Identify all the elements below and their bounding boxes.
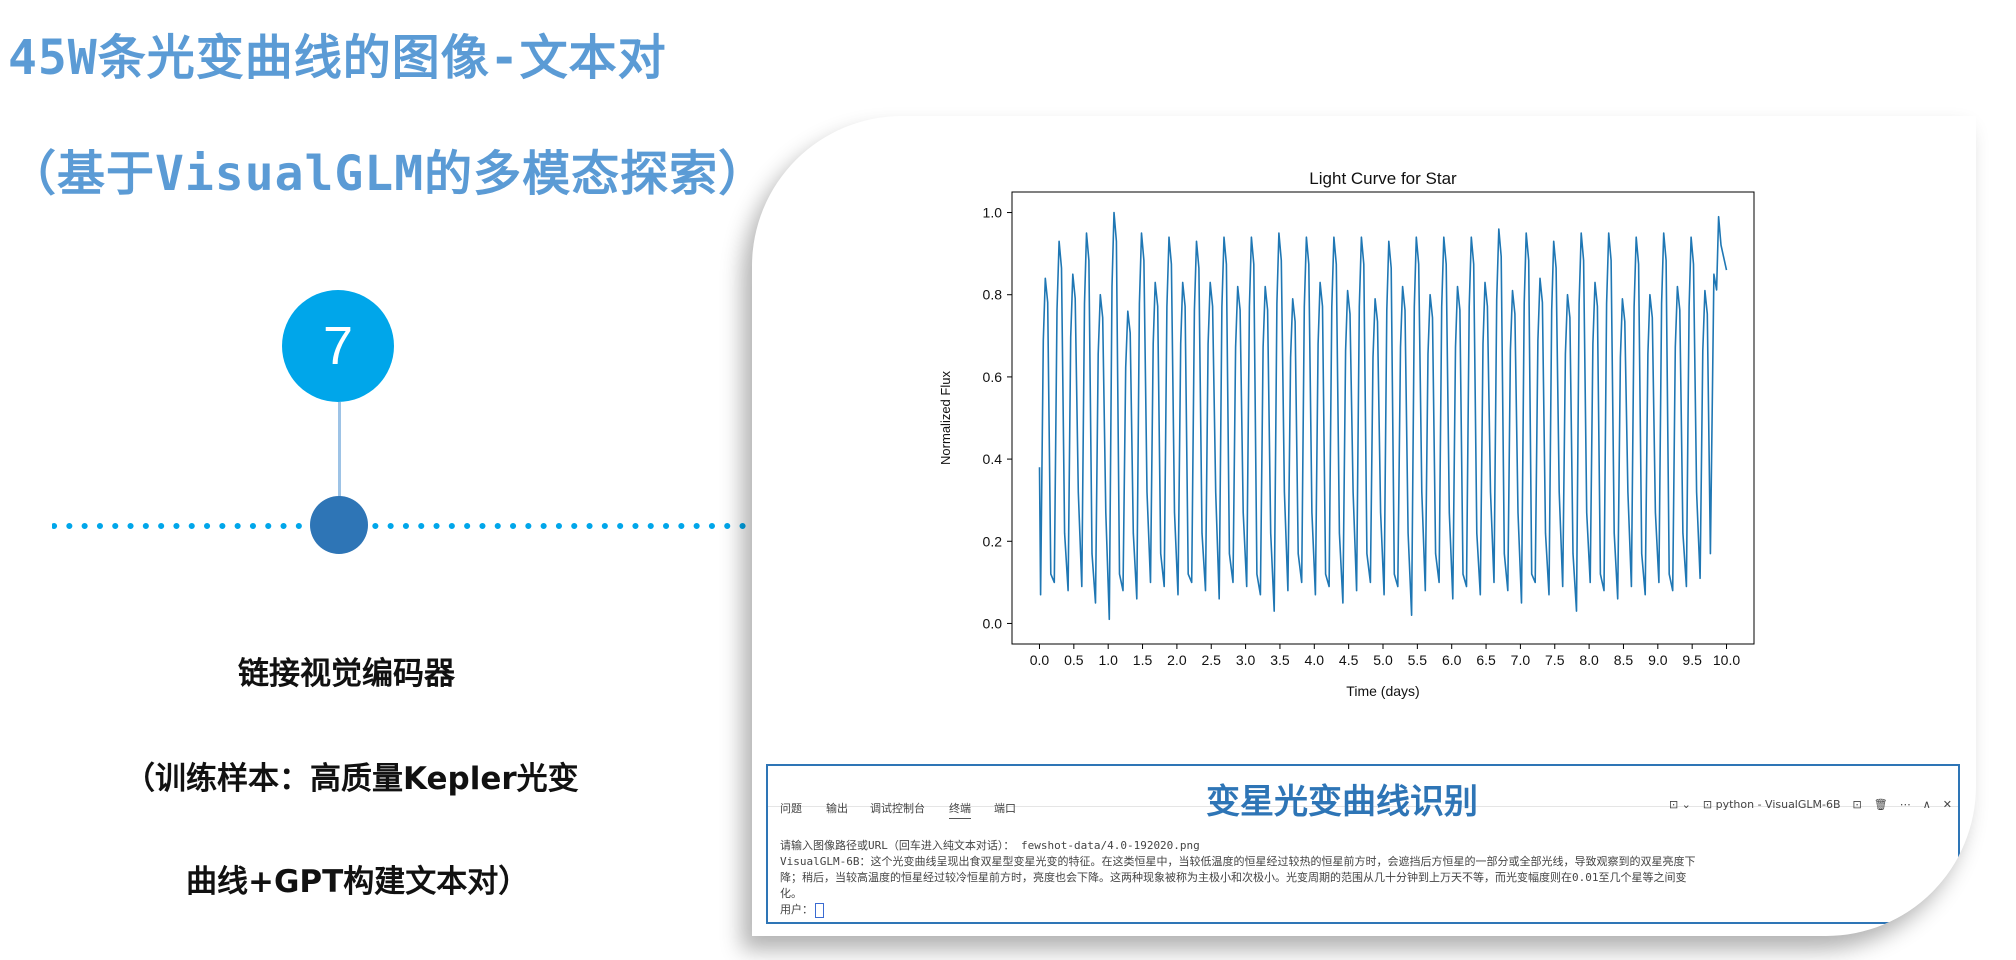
screenshot-panel: Light Curve for Star Time (days) Normalize…: [752, 116, 1976, 936]
y-tick-label: 0.6: [983, 369, 1003, 385]
x-tick-label: 8.5: [1614, 652, 1634, 668]
x-tick-label: 4.5: [1339, 652, 1359, 668]
y-tick-label: 0.8: [983, 287, 1003, 303]
x-tick-label: 5.5: [1408, 652, 1428, 668]
y-axis-label: Normalized Flux: [938, 371, 953, 465]
x-tick-label: 4.0: [1305, 652, 1325, 668]
x-tick-label: 2.5: [1202, 652, 1222, 668]
terminal-instance-label[interactable]: ⊡ python - VisualGLM-6B: [1702, 798, 1841, 811]
step-label: 链接视觉编码器: [238, 656, 455, 692]
tab-problems[interactable]: 问题: [780, 802, 802, 815]
x-tick-label: 9.5: [1682, 652, 1702, 668]
x-tick-label: 3.0: [1236, 652, 1256, 668]
step-note-line1: （训练样本：高质量Kepler光变: [124, 761, 579, 797]
tab-terminal[interactable]: 终端: [949, 800, 971, 819]
more-icon[interactable]: ⋯: [1899, 798, 1911, 811]
x-tick-label: 6.5: [1476, 652, 1496, 668]
split-terminal-button[interactable]: ⊡ ⌄: [1668, 798, 1691, 811]
timeline-node: [310, 496, 368, 554]
terminal-panel: 问题 输出 调试控制台 终端 端口 变星光变曲线识别 ⊡ ⌄ ⊡ python …: [766, 764, 1960, 924]
tab-output[interactable]: 输出: [826, 802, 848, 815]
terminal-prompt: 用户：: [780, 903, 813, 916]
terminal-line: VisualGLM-6B：这个光变曲线呈现出食双星型变星光变的特征。在这类恒星中…: [780, 855, 1696, 868]
terminal-line: 请输入图像路径或URL（回车进入纯文本对话）： fewshot-data/4.0…: [780, 839, 1200, 852]
step-number: 7: [322, 316, 354, 376]
terminal-line: 降；稍后，当较高温度的恒星经过较冷恒星前方时，亮度也会下降。这两种现象被称为主极…: [780, 871, 1687, 884]
y-tick-label: 0.2: [983, 533, 1003, 549]
page-subtitle: （基于VisualGLM的多模态探索）: [8, 146, 768, 202]
step-number-badge: 7: [282, 290, 394, 402]
x-tick-label: 0.0: [1030, 652, 1050, 668]
chart-title: Light Curve for Star: [1309, 169, 1457, 188]
connector-line: [338, 402, 341, 502]
overlay-caption: 变星光变曲线识别: [1206, 782, 1478, 822]
light-curve-series: [1038, 211, 1728, 621]
x-tick-label: 7.0: [1511, 652, 1531, 668]
tab-ports[interactable]: 端口: [994, 802, 1016, 815]
x-tick-label: 1.5: [1133, 652, 1153, 668]
terminal-prompt-line[interactable]: 用户：: [780, 902, 1950, 918]
close-icon[interactable]: ✕: [1942, 798, 1952, 811]
terminal-output[interactable]: 请输入图像路径或URL（回车进入纯文本对话）： fewshot-data/4.0…: [780, 838, 1950, 918]
x-tick-label: 7.5: [1545, 652, 1565, 668]
x-axis-label: Time (days): [1346, 683, 1419, 699]
terminal-toolbar: ⊡ ⌄ ⊡ python - VisualGLM-6B ⊡ 🗑 ⋯ ∧ ✕: [1669, 798, 1952, 811]
x-tick-label: 2.0: [1167, 652, 1187, 668]
x-tick-label: 10.0: [1713, 652, 1740, 668]
layout-icon[interactable]: ⊡: [1852, 798, 1862, 811]
x-tick-label: 1.0: [1098, 652, 1118, 668]
terminal-header: 问题 输出 调试控制台 终端 端口 变星光变曲线识别 ⊡ ⌄ ⊡ python …: [768, 766, 1958, 822]
x-tick-label: 5.0: [1373, 652, 1393, 668]
terminal-cursor: [815, 902, 824, 918]
step-note-line2: 曲线+GPT构建文本对）: [186, 864, 530, 900]
tab-debug-console[interactable]: 调试控制台: [870, 802, 925, 815]
page-title: 45W条光变曲线的图像-文本对: [8, 30, 667, 86]
maximize-icon[interactable]: ∧: [1922, 798, 1931, 811]
x-tick-label: 0.5: [1064, 652, 1084, 668]
x-tick-label: 3.5: [1270, 652, 1290, 668]
light-curve-chart: Light Curve for Star Time (days) Normalize…: [938, 169, 1755, 699]
y-tick-label: 0.0: [983, 615, 1003, 631]
trash-icon[interactable]: 🗑: [1873, 798, 1888, 811]
x-tick-label: 8.0: [1579, 652, 1599, 668]
timeline-dotted-line: [52, 523, 752, 529]
y-tick-label: 1.0: [983, 205, 1003, 221]
x-tick-label: 6.0: [1442, 652, 1462, 668]
x-tick-label: 9.0: [1648, 652, 1668, 668]
terminal-line: 化。: [780, 887, 802, 900]
y-tick-label: 0.4: [983, 451, 1003, 467]
